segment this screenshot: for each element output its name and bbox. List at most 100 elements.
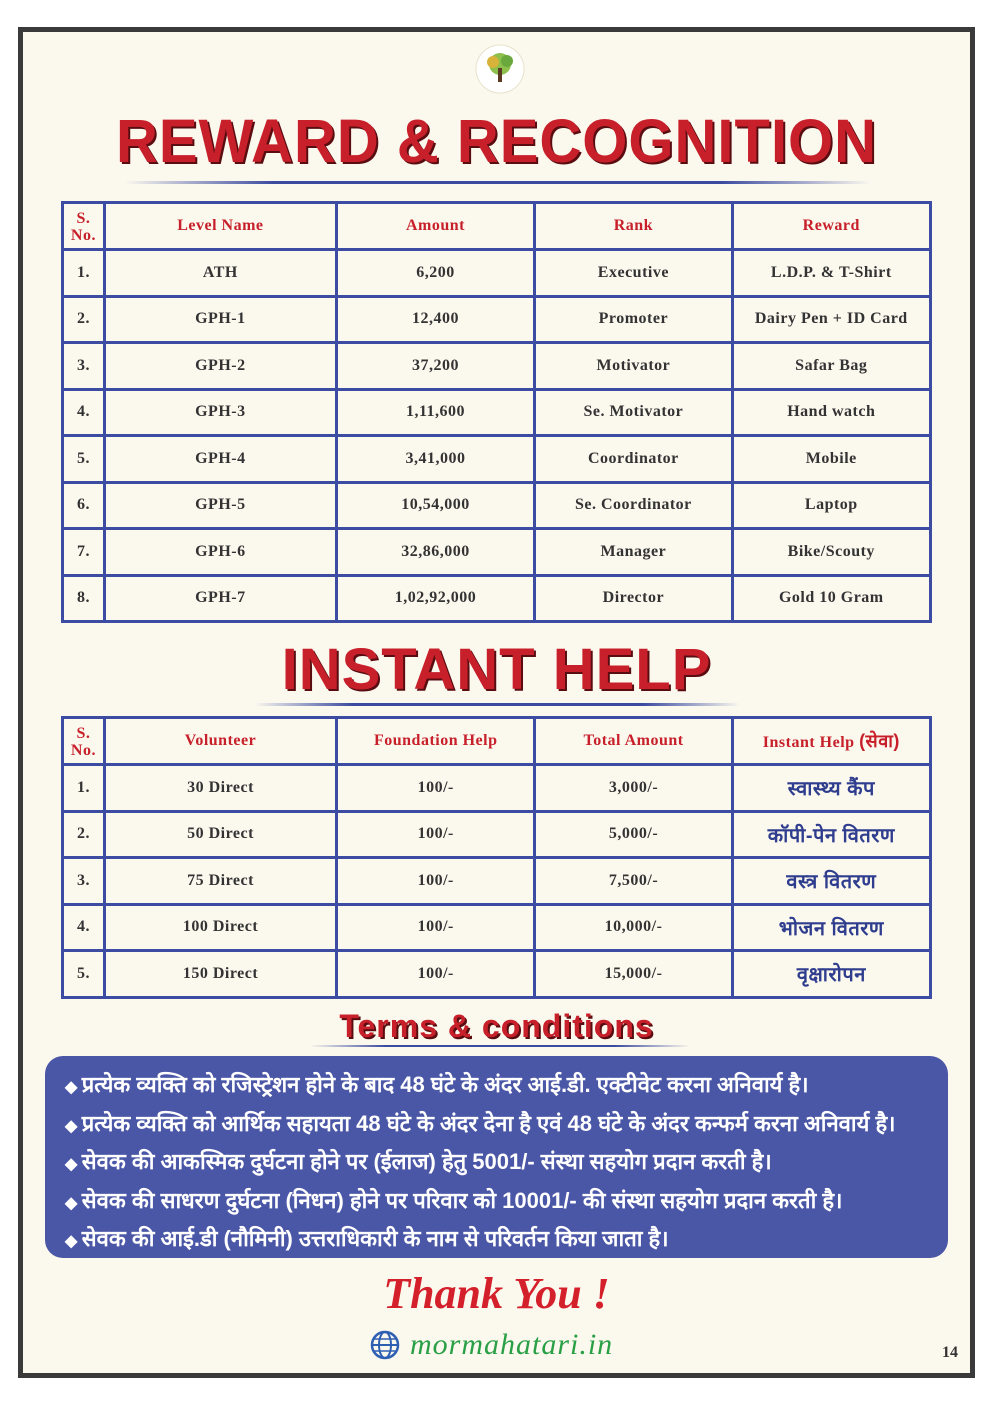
cell-rank: Coordinator [533, 434, 734, 484]
globe-icon [370, 1330, 400, 1360]
cell-sno: 3. [61, 856, 106, 906]
table-row: 4. GPH-3 1,11,600 Se. Motivator Hand watch [61, 387, 933, 437]
table-row: 5. 150 Direct 100/- 15,000/- वृक्षारोपन [61, 949, 933, 999]
diamond-bullet-icon: ◆ [65, 1117, 82, 1135]
cell-instant-help: भोजन वितरण [730, 902, 933, 952]
cell-volunteer: 75 Direct [102, 856, 339, 906]
cell-sno: 1. [61, 763, 106, 813]
terms-text: सेवक की आई.डी (नौमिनी) उत्तराधिकारी के न… [81, 1226, 669, 1251]
cell-reward: Safar Bag [730, 341, 933, 391]
cell-sno: 2. [61, 809, 106, 859]
cell-instant-help: वृक्षारोपन [730, 949, 933, 999]
cell-level: GPH-2 [102, 341, 338, 391]
cell-volunteer: 150 Direct [102, 949, 339, 999]
cell-amount: 3,41,000 [334, 434, 537, 484]
cell-reward: L.D.P. & T-Shirt [730, 248, 933, 298]
cell-reward: Hand watch [730, 387, 933, 437]
cell-foundation-help: 100/- [335, 949, 537, 999]
cell-level: GPH-7 [102, 573, 338, 623]
header-rank: Rank [533, 201, 734, 251]
cell-rank: Promoter [533, 294, 734, 344]
cell-volunteer: 100 Direct [102, 902, 339, 952]
instant-help-title: INSTANT HELP [281, 637, 712, 702]
table-row: 1. 30 Direct 100/- 3,000/- स्वास्थ्य कैंप [61, 763, 933, 813]
divider [310, 1045, 690, 1047]
header-instant-help: Instant Help (सेवा) [730, 716, 933, 766]
cell-amount: 32,86,000 [334, 527, 537, 577]
diamond-bullet-icon: ◆ [65, 1233, 82, 1250]
reward-title: REWARD & RECOGNITION [115, 107, 878, 176]
terms-text: सेवक की साधरण दुर्घटना (निधन) होने पर पर… [81, 1187, 843, 1213]
terms-item: ◆ प्रत्येक व्यक्ति को रजिस्ट्रेशन होने क… [65, 1066, 948, 1105]
cell-foundation-help: 100/- [335, 856, 537, 906]
cell-level: GPH-5 [102, 480, 338, 530]
table-row: 3. GPH-2 37,200 Motivator Safar Bag [61, 341, 933, 391]
cell-rank: Se. Motivator [533, 387, 734, 437]
table-row: 6. GPH-5 10,54,000 Se. Coordinator Laptop [61, 480, 933, 530]
terms-text: सेवक की आकस्मिक दुर्घटना होने पर (ईलाज) … [81, 1149, 772, 1174]
cell-reward: Gold 10 Gram [730, 573, 933, 623]
cell-level: GPH-3 [102, 387, 338, 437]
instant-help-table: S. No. Volunteer Foundation Help Total A… [61, 716, 933, 999]
cell-rank: Se. Coordinator [533, 480, 734, 530]
table-row: 7. GPH-6 32,86,000 Manager Bike/Scouty [61, 527, 933, 577]
cell-sno: 8. [61, 573, 106, 623]
terms-title: Terms & conditions [339, 1008, 654, 1044]
cell-total-amount: 15,000/- [533, 949, 734, 999]
divider [125, 181, 870, 184]
cell-level: GPH-1 [102, 294, 338, 344]
cell-sno: 5. [61, 434, 106, 484]
cell-sno: 2. [61, 294, 106, 344]
terms-item: ◆ प्रत्येक व्यक्ति को आर्थिक सहायता 48 घ… [65, 1105, 948, 1144]
terms-item: ◆ सेवक की आई.डी (नौमिनी) उत्तराधिकारी के… [65, 1220, 948, 1259]
header-instant-help-label: Instant Help [762, 734, 855, 751]
cell-amount: 12,400 [334, 294, 537, 344]
table-row: 2. GPH-1 12,400 Promoter Dairy Pen + ID Card [61, 294, 933, 344]
header-sno: S. No. [61, 716, 106, 766]
diamond-bullet-icon: ◆ [65, 1194, 82, 1212]
table-header: S. No. Level Name Amount Rank Reward [61, 201, 933, 251]
cell-total-amount: 7,500/- [533, 856, 734, 906]
terms-item: ◆ सेवक की साधरण दुर्घटना (निधन) होने पर … [65, 1182, 948, 1221]
terms-text: प्रत्येक व्यक्ति को आर्थिक सहायता 48 घंट… [81, 1110, 896, 1136]
cell-total-amount: 10,000/- [533, 902, 734, 952]
terms-text: प्रत्येक व्यक्ति को रजिस्ट्रेशन होने के … [81, 1072, 809, 1097]
cell-reward: Laptop [730, 480, 933, 530]
header-level: Level Name [102, 201, 338, 251]
cell-amount: 1,02,92,000 [334, 573, 537, 623]
cell-sno: 4. [61, 387, 106, 437]
diamond-bullet-icon: ◆ [65, 1079, 82, 1096]
cell-foundation-help: 100/- [335, 809, 537, 859]
cell-sno: 6. [61, 480, 106, 530]
header-total-amount: Total Amount [533, 716, 734, 766]
cell-sno: 5. [61, 949, 106, 999]
cell-reward: Mobile [730, 434, 933, 484]
table-header: S. No. Volunteer Foundation Help Total A… [61, 716, 933, 766]
table-row: 4. 100 Direct 100/- 10,000/- भोजन वितरण [61, 902, 933, 952]
cell-rank: Motivator [533, 341, 734, 391]
terms-panel: ◆ प्रत्येक व्यक्ति को रजिस्ट्रेशन होने क… [45, 1056, 948, 1258]
header-amount: Amount [334, 201, 537, 251]
logo-tree-icon [475, 44, 525, 94]
table-row: 3. 75 Direct 100/- 7,500/- वस्त्र वितरण [61, 856, 933, 906]
divider [255, 703, 740, 706]
cell-instant-help: कॉपी-पेन वितरण [730, 809, 933, 859]
page-number: 14 [942, 1344, 958, 1361]
cell-foundation-help: 100/- [335, 902, 537, 952]
table-row: 5. GPH-4 3,41,000 Coordinator Mobile [61, 434, 933, 484]
cell-rank: Executive [533, 248, 734, 298]
website[interactable]: mormahatari.in [370, 1328, 613, 1362]
website-link[interactable]: mormahatari.in [410, 1328, 614, 1361]
header-volunteer: Volunteer [102, 716, 339, 766]
table-row: 2. 50 Direct 100/- 5,000/- कॉपी-पेन वितरण [61, 809, 933, 859]
cell-level: ATH [102, 248, 338, 298]
thank-you: Thank You ! [383, 1269, 610, 1318]
cell-sno: 1. [61, 248, 106, 298]
cell-amount: 10,54,000 [334, 480, 537, 530]
cell-volunteer: 30 Direct [102, 763, 339, 813]
cell-total-amount: 3,000/- [533, 763, 734, 813]
header-reward: Reward [730, 201, 933, 251]
terms-item: ◆ सेवक की आकस्मिक दुर्घटना होने पर (ईलाज… [65, 1143, 948, 1182]
cell-sno: 4. [61, 902, 106, 952]
cell-sno: 7. [61, 527, 106, 577]
